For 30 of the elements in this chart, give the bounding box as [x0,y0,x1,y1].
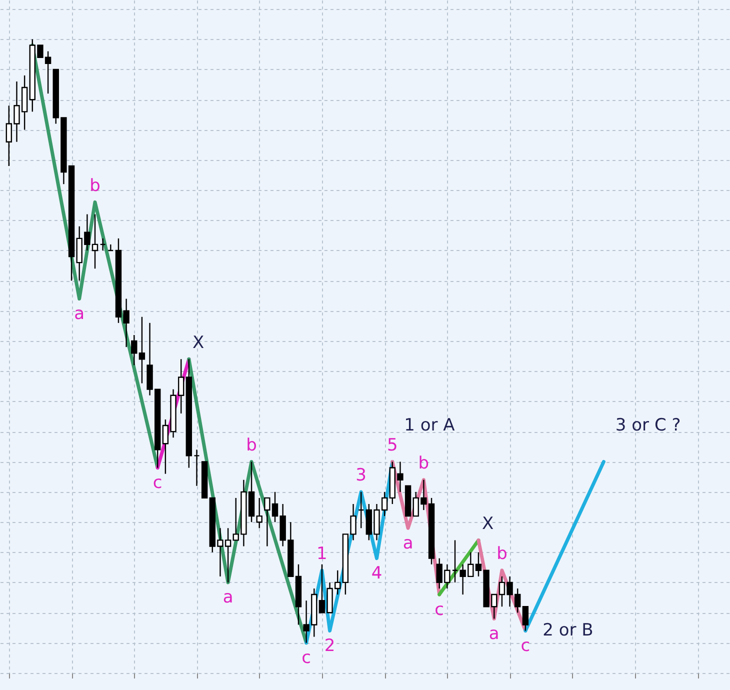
annotation: b [90,176,100,196]
annotation: c [520,636,530,656]
annotation: c [152,473,162,494]
annotation: 3 [356,466,366,486]
annotation: 3 or C ? [615,416,681,436]
annotation: 2 [324,636,336,656]
annotation: 4 [371,564,382,584]
candlestick [100,238,106,252]
annotation: c [434,600,444,620]
annotation: a [74,304,85,324]
annotation: b [246,436,257,456]
text: c [302,648,311,668]
annotation: X [482,514,494,534]
candlestick [131,334,138,366]
annotation: b [496,544,508,564]
annotation: X [192,332,204,353]
annotation: 1 or A [404,416,456,436]
annotation: a [488,624,500,644]
annotation: a [222,588,234,608]
annotation: a [402,533,414,554]
annotation: 5 [386,436,398,456]
candlestick [108,244,114,252]
annotation: 2 or B [542,620,594,641]
candlestick [138,316,146,384]
candlestick [452,540,458,584]
candlestick [522,606,529,632]
annotation: b [418,454,430,474]
candlestick [358,491,364,529]
candlestick [194,449,200,486]
annotation: 1 [316,544,328,564]
